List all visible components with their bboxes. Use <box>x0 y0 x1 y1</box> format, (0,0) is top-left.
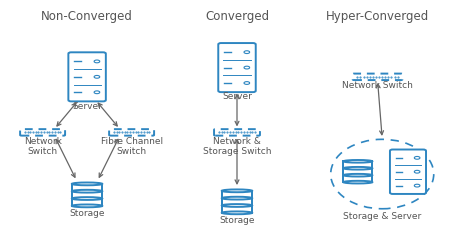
Text: Storage: Storage <box>69 209 105 218</box>
Circle shape <box>414 156 420 159</box>
FancyBboxPatch shape <box>214 129 260 136</box>
Bar <box>343 161 373 167</box>
FancyBboxPatch shape <box>68 52 106 101</box>
Bar <box>343 175 373 182</box>
Ellipse shape <box>343 160 373 163</box>
Ellipse shape <box>222 211 252 214</box>
Text: Storage: Storage <box>219 216 255 225</box>
Bar <box>343 168 373 174</box>
Bar <box>72 199 102 205</box>
Circle shape <box>244 82 250 84</box>
Bar <box>72 191 102 197</box>
Text: Network
Switch: Network Switch <box>24 137 62 156</box>
Bar <box>72 191 102 199</box>
Circle shape <box>244 51 250 54</box>
Bar <box>222 198 252 205</box>
Bar <box>222 205 252 211</box>
FancyBboxPatch shape <box>353 74 402 80</box>
Ellipse shape <box>72 190 102 193</box>
Ellipse shape <box>72 205 102 207</box>
Text: Converged: Converged <box>205 10 269 23</box>
Text: Network &
Storage Switch: Network & Storage Switch <box>203 137 271 156</box>
Bar <box>222 205 252 213</box>
FancyBboxPatch shape <box>218 43 256 92</box>
Ellipse shape <box>343 181 373 183</box>
Ellipse shape <box>222 189 252 192</box>
Circle shape <box>414 184 420 187</box>
Bar <box>222 191 252 197</box>
Text: Non-Converged: Non-Converged <box>41 10 133 23</box>
Ellipse shape <box>343 167 373 170</box>
Ellipse shape <box>343 174 373 177</box>
Bar <box>222 198 252 204</box>
Text: Fibre Channel
Switch: Fibre Channel Switch <box>100 137 163 156</box>
Bar <box>222 191 252 198</box>
Text: Hyper-Converged: Hyper-Converged <box>326 10 429 23</box>
Bar <box>72 184 102 190</box>
Circle shape <box>94 91 100 94</box>
Circle shape <box>244 66 250 69</box>
FancyBboxPatch shape <box>390 150 426 194</box>
Bar <box>343 175 373 181</box>
Circle shape <box>94 60 100 63</box>
Circle shape <box>414 170 420 173</box>
Ellipse shape <box>222 197 252 200</box>
Bar <box>343 168 373 175</box>
Ellipse shape <box>72 197 102 200</box>
Text: Server: Server <box>222 92 252 101</box>
Text: Network Switch: Network Switch <box>342 81 413 90</box>
Circle shape <box>94 75 100 78</box>
Text: Storage & Server: Storage & Server <box>343 212 421 221</box>
FancyBboxPatch shape <box>109 129 154 136</box>
Ellipse shape <box>72 182 102 185</box>
Bar <box>343 161 373 168</box>
Bar <box>72 199 102 206</box>
Bar <box>72 184 102 191</box>
Text: Server: Server <box>72 102 102 111</box>
FancyBboxPatch shape <box>20 129 65 136</box>
Ellipse shape <box>222 204 252 207</box>
